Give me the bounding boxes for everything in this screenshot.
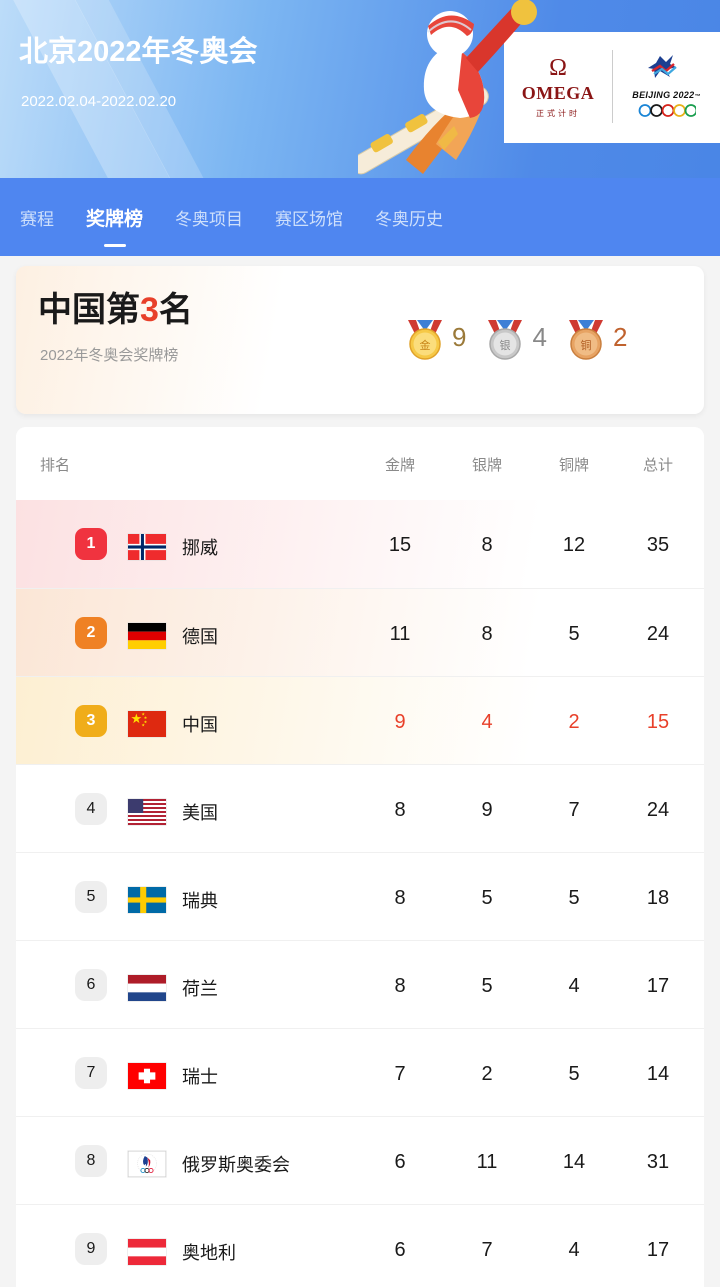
svg-text:银: 银 <box>500 338 511 352</box>
svg-text:金: 金 <box>420 338 431 352</box>
svg-text:铜: 铜 <box>580 338 591 352</box>
